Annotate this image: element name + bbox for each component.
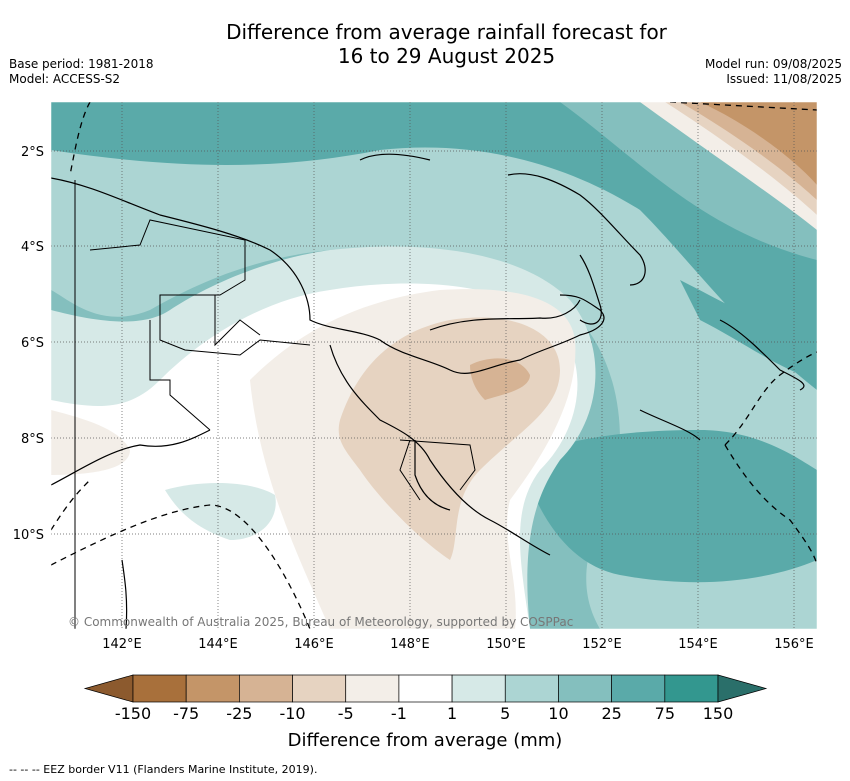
- base-period: Base period: 1981-2018: [9, 57, 154, 71]
- coastlines: [51, 153, 805, 629]
- run-info: Model run: 09/08/2025 Issued: 11/08/2025: [705, 57, 842, 87]
- colorbar-segment: [185, 674, 240, 703]
- colorbar-tick-label: 5: [500, 704, 511, 723]
- colorbar-tick-label: -1: [390, 704, 407, 723]
- latitude-labels: 2°S 4°S 6°S 8°S 10°S: [13, 145, 44, 543]
- lat-label-4s: 4°S: [21, 240, 44, 255]
- colorbar-segment: [292, 674, 347, 703]
- colorbar-segment: [345, 674, 400, 703]
- colorbar-segment: [398, 674, 453, 703]
- contour-wet-25-southeast: [520, 430, 817, 583]
- colorbar-segment: [451, 674, 506, 703]
- admin-borders: [74, 180, 476, 629]
- contour-wet-25-north: [51, 102, 817, 390]
- lon-label-146: 146°E: [294, 637, 334, 652]
- eez-borders: [51, 102, 817, 629]
- colorbar-extend-low: [83, 674, 134, 703]
- colorbar-segment: [239, 674, 293, 703]
- lon-label-150: 150°E: [486, 637, 526, 652]
- contour-wet-1-south: [165, 483, 276, 540]
- issued-date: Issued: 11/08/2025: [726, 72, 842, 86]
- model-info: Base period: 1981-2018 Model: ACCESS-S2: [9, 57, 154, 87]
- colorbar-segment: [504, 674, 559, 703]
- map-frame: [50, 101, 818, 630]
- title-line-1: Difference from average rainfall forecas…: [226, 20, 667, 44]
- colorbar-tick-label: 1: [446, 704, 458, 723]
- colorbar-tick-label: 10: [548, 704, 569, 723]
- eez-footnote: -- -- -- EEZ border V11 (Flanders Marine…: [9, 763, 318, 776]
- colorbar-extend-high: [717, 674, 768, 703]
- colorbar-tick-label: 75: [654, 704, 675, 723]
- colorbar-segment: [558, 674, 612, 703]
- model-run: Model run: 09/08/2025: [704, 57, 842, 71]
- colorbar-tick-label: -150: [114, 704, 152, 723]
- longitude-labels: 142°E 144°E 146°E 148°E 150°E 152°E 154°…: [102, 637, 814, 652]
- colorbar-tick-label: 25: [601, 704, 622, 723]
- colorbar-segment: [132, 674, 187, 703]
- title-line-2: 16 to 29 August 2025: [337, 44, 556, 68]
- map-title: Difference from average rainfall forecas…: [0, 20, 850, 68]
- colorbar-tick-label: -5: [337, 704, 354, 723]
- lon-label-152: 152°E: [582, 637, 622, 652]
- lon-label-144: 144°E: [198, 637, 238, 652]
- contour-dry-10: [470, 358, 530, 400]
- lon-label-156: 156°E: [774, 637, 814, 652]
- lat-label-2s: 2°S: [21, 145, 44, 160]
- colorbar-tick-label: 150: [702, 704, 734, 723]
- model-name: Model: ACCESS-S2: [9, 72, 121, 86]
- contour-dry-25-ne: [700, 102, 817, 185]
- colorbar-tick-label: -10: [279, 704, 306, 723]
- colorbar-title: Difference from average (mm): [287, 730, 563, 751]
- colorbar-tick-labels: -150 -75 -25 -10 -5 -1 1 5 10 25 75 150: [0, 704, 850, 726]
- map-area: © Commonwealth of Australia 2025, Bureau…: [51, 102, 817, 629]
- contour-wet-25-east: [680, 280, 817, 380]
- lon-label-154: 154°E: [678, 637, 718, 652]
- colorbar-tick-label: -75: [173, 704, 200, 723]
- lat-label-10s: 10°S: [13, 528, 44, 543]
- colorbar-tick-label: -25: [226, 704, 253, 723]
- colorbar: [83, 674, 768, 703]
- colorbar-segment: [664, 674, 719, 703]
- colorbar-segment: [611, 674, 666, 703]
- contour-dry-1-west: [51, 410, 130, 475]
- graticule: [51, 102, 817, 629]
- copyright-notice: © Commonwealth of Australia 2025, Bureau…: [68, 615, 573, 629]
- lon-label-142: 142°E: [102, 637, 142, 652]
- lon-label-148: 148°E: [390, 637, 430, 652]
- lat-label-8s: 8°S: [21, 432, 44, 447]
- lat-label-6s: 6°S: [21, 336, 44, 351]
